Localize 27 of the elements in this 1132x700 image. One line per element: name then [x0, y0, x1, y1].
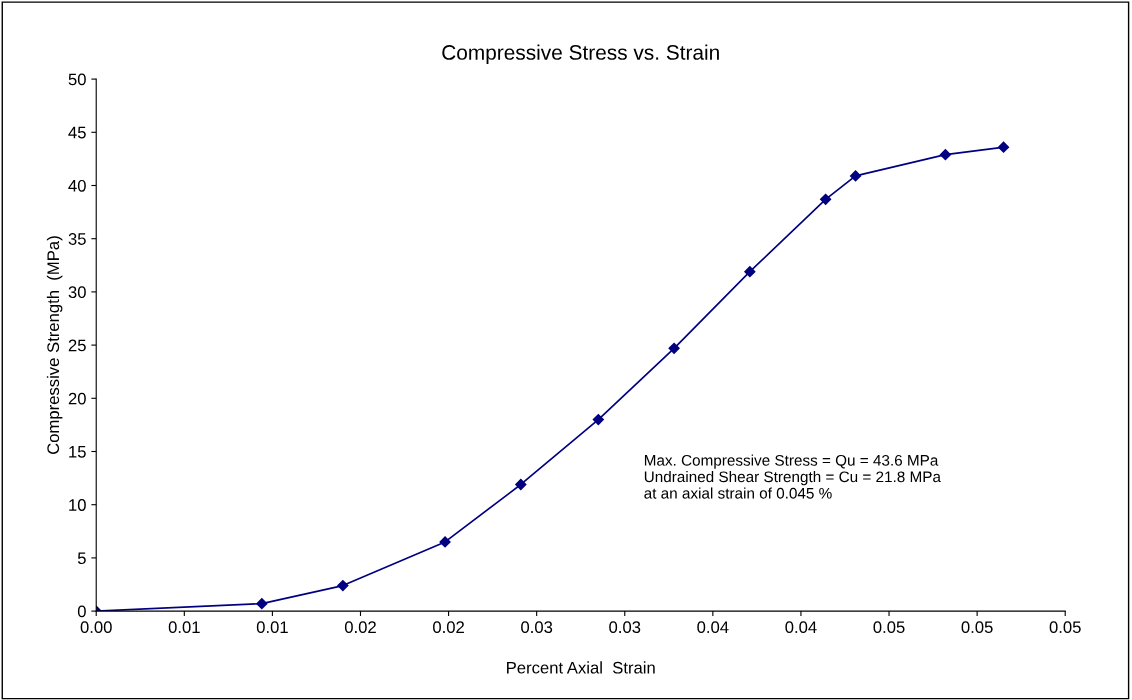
y-tick-label: 35: [68, 233, 86, 245]
y-tick-label: 10: [69, 499, 86, 511]
x-tick-label: 0.02: [344, 621, 376, 634]
x-tick-label: 0.05: [1049, 621, 1081, 634]
x-tick-label: 0.04: [785, 621, 817, 634]
y-tick-label: 15: [69, 446, 86, 458]
x-tick-label: 0.03: [609, 621, 641, 634]
x-tick-label: 0.04: [697, 621, 729, 634]
y-tick-label: 30: [68, 286, 86, 299]
chart-title: Compressive Stress vs. Strain: [442, 44, 719, 64]
y-tick-label: 45: [68, 126, 86, 139]
y-tick-label: 25: [68, 339, 86, 352]
x-tick-label: 0.05: [961, 621, 993, 634]
y-tick-label: 0: [77, 605, 86, 618]
y-axis-title: Compressive Strength (MPa): [46, 236, 63, 454]
x-tick-label: 0.00: [80, 621, 112, 634]
x-axis-title: Percent Axial Strain: [507, 661, 655, 674]
x-tick-label: 0.01: [256, 621, 288, 634]
y-tick-label: 5: [77, 552, 86, 565]
x-tick-label: 0.05: [873, 621, 905, 634]
annotation: Max. Compressive Stress = Qu = 43.6 MPa Undrained Shear Strength = Cu = 21.8 MPa at an axial strain of 0.045 %: [644, 454, 941, 499]
x-tick-label: 0.01: [168, 621, 200, 634]
x-tick-label: 0.03: [521, 621, 553, 634]
y-tick-label: 50: [68, 73, 86, 86]
x-tick-label: 0.02: [433, 621, 464, 634]
y-tick-label: 40: [68, 179, 86, 192]
y-tick-label: 20: [68, 392, 86, 405]
